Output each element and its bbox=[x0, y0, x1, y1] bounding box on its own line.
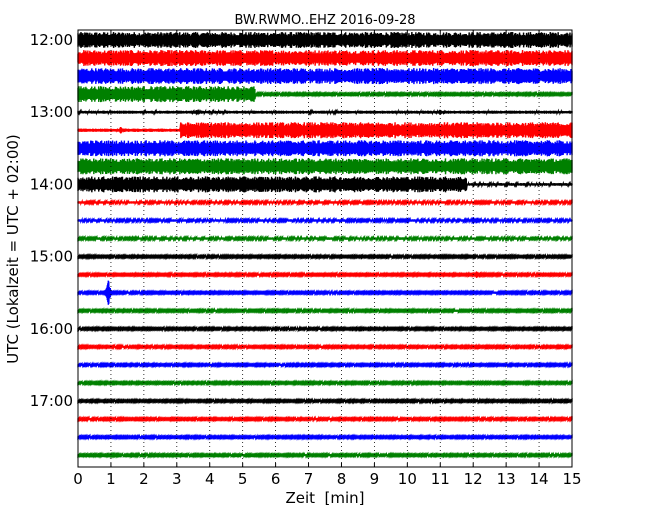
x-tick-label: 12 bbox=[464, 470, 483, 488]
trace-1615 bbox=[77, 343, 573, 351]
trace-1315 bbox=[77, 122, 573, 139]
trace-1645 bbox=[77, 379, 573, 387]
x-tick-label: 14 bbox=[530, 470, 549, 488]
event-burst-4 bbox=[191, 108, 205, 116]
x-tick-label: 3 bbox=[172, 470, 182, 488]
x-tick-label: 8 bbox=[337, 470, 347, 488]
chart-title: BW.RWMO..EHZ 2016-09-28 bbox=[234, 13, 415, 28]
trace-1230 bbox=[77, 68, 573, 85]
y-tick-label: 15:00 bbox=[30, 248, 73, 266]
x-axis-label: Zeit [min] bbox=[285, 489, 364, 507]
trace-layer bbox=[77, 31, 573, 459]
x-tick-label: 11 bbox=[431, 470, 450, 488]
x-tick-label: 6 bbox=[271, 470, 281, 488]
trace-1400 bbox=[77, 176, 573, 193]
x-tick-label: 7 bbox=[304, 470, 314, 488]
trace-1445 bbox=[77, 234, 573, 243]
x-tick-label: 0 bbox=[73, 470, 83, 488]
trace-1245 bbox=[77, 86, 573, 103]
trace-1630 bbox=[77, 361, 573, 369]
event-burst-5 bbox=[116, 126, 130, 134]
y-tick-label: 17:00 bbox=[30, 392, 73, 410]
trace-1345 bbox=[77, 158, 573, 175]
trace-1300 bbox=[77, 108, 573, 116]
x-axis-ticks: 0 1 2 3 4 5 6 7 8 9 10 11 12 13 14 15 bbox=[73, 30, 582, 488]
y-axis-label: UTC (Lokalzeit = UTC + 02:00) bbox=[4, 134, 22, 364]
x-tick-label: 1 bbox=[106, 470, 116, 488]
grid-layer bbox=[110, 30, 540, 467]
event-burst-1 bbox=[471, 271, 486, 278]
event-burst-2 bbox=[468, 216, 482, 225]
event-burst-3 bbox=[435, 108, 449, 116]
trace-1430 bbox=[77, 216, 573, 225]
y-tick-label: 16:00 bbox=[30, 320, 73, 338]
trace-1215 bbox=[77, 50, 573, 67]
plot-frame bbox=[77, 29, 573, 468]
trace-1700 bbox=[77, 397, 573, 405]
trace-1600 bbox=[77, 325, 573, 333]
x-tick-label: 15 bbox=[562, 470, 581, 488]
trace-1745 bbox=[77, 451, 573, 459]
x-tick-label: 5 bbox=[238, 470, 248, 488]
trace-1715 bbox=[77, 415, 573, 423]
trace-1515 bbox=[77, 270, 573, 279]
trace-1730 bbox=[77, 433, 573, 441]
y-tick-label: 13:00 bbox=[30, 103, 73, 121]
x-tick-label: 2 bbox=[139, 470, 149, 488]
trace-1545 bbox=[77, 307, 573, 315]
y-tick-label: 14:00 bbox=[30, 175, 73, 193]
y-tick-label: 12:00 bbox=[30, 31, 73, 49]
trace-1330 bbox=[77, 140, 573, 157]
y-axis-ticks: 12:00 13:00 14:00 15:00 16:00 17:00 bbox=[30, 31, 572, 410]
x-tick-label: 9 bbox=[370, 470, 380, 488]
x-tick-label: 4 bbox=[205, 470, 215, 488]
trace-1415 bbox=[77, 198, 573, 207]
x-tick-label: 13 bbox=[497, 470, 516, 488]
event-burst-0 bbox=[103, 280, 117, 305]
trace-1500 bbox=[77, 252, 573, 261]
x-tick-label: 10 bbox=[398, 470, 417, 488]
trace-1200 bbox=[77, 31, 573, 49]
trace-1530 bbox=[77, 288, 573, 297]
